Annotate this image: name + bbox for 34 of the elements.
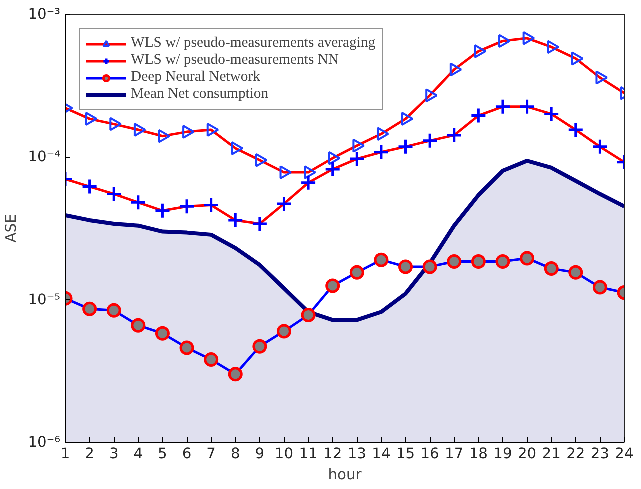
x-tick-label: 21 [542, 446, 561, 462]
x-tick-label: 4 [134, 446, 144, 462]
x-tick-label: 24 [615, 446, 634, 462]
legend-label: WLS w/ pseudo-measurements averaging [131, 35, 376, 52]
x-tick-label: 15 [396, 446, 416, 462]
x-tick-label: 3 [109, 446, 119, 462]
legend-label: Mean Net consumption [131, 86, 269, 103]
x-tick-label: 8 [230, 446, 240, 462]
x-tick-label: 17 [445, 446, 464, 462]
x-tick-label: 7 [206, 446, 216, 462]
x-tick-label: 18 [469, 446, 488, 462]
x-tick-label: 19 [494, 446, 512, 462]
x-tick-label: 12 [324, 446, 342, 462]
x-tick-label: 5 [158, 446, 168, 462]
y-tick-label: 10⁻⁶ [28, 434, 61, 451]
x-tick-label: 11 [299, 446, 318, 462]
x-tick-label: 14 [372, 446, 391, 462]
y-tick-label: 10⁻⁵ [28, 291, 61, 308]
x-tick-label: 22 [566, 446, 586, 462]
y-axis-title: ASE [3, 214, 20, 243]
x-axis-title: hour [328, 466, 363, 484]
y-tick-label: 10⁻⁴ [28, 148, 61, 166]
legend-label: Deep Neural Network [131, 69, 260, 86]
x-tick-label: 1 [60, 446, 70, 462]
x-tick-label: 16 [420, 446, 440, 462]
x-tick-label: 13 [348, 446, 366, 462]
x-tick-label: 10 [274, 446, 294, 462]
x-tick-label: 2 [85, 446, 94, 462]
x-tick-label: 20 [518, 446, 537, 462]
x-tick-label: 9 [255, 446, 265, 462]
x-tick-label: 23 [590, 446, 610, 462]
x-tick-label: 6 [182, 446, 192, 462]
y-tick-label: 10⁻³ [28, 6, 61, 23]
legend-label: WLS w/ pseudo-measurements NN [131, 52, 339, 69]
